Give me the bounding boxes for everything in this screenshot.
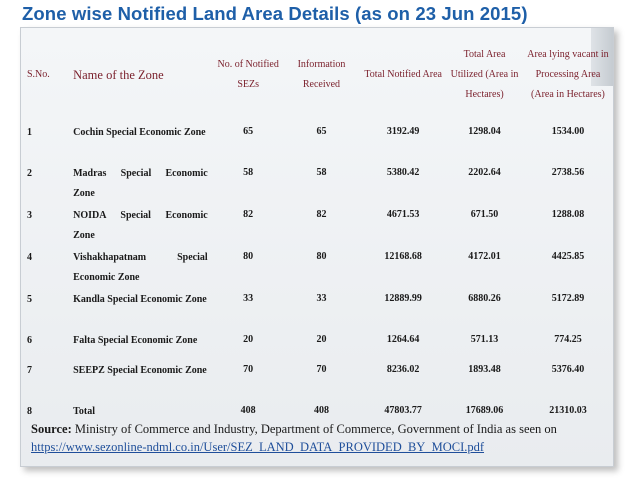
cell-sno: 4: [27, 252, 32, 263]
header-total-area-utilized: Total Area Utilized (Area in Hectares): [450, 49, 519, 100]
source-label: Source:: [31, 422, 72, 436]
cell-zone-name: Cochin Special Economic Zone: [73, 127, 206, 138]
header-zone-name: Name of the Zone: [73, 68, 164, 82]
cell-zone-name: Madras Special Economic Zone: [73, 168, 208, 199]
cell-zone-name: Falta Special Economic Zone: [73, 335, 198, 346]
cell-area-vacant: 1288.08: [551, 209, 585, 220]
cell-total-notified-area: 8236.02: [386, 364, 420, 375]
source-text: Ministry of Commerce and Industry, Depar…: [74, 422, 557, 436]
cell-total-area-utilized: 6880.26: [468, 293, 501, 304]
panel-corner-decoration: [591, 28, 613, 86]
cell-information-received: 20: [316, 334, 327, 345]
cell-sno: 2: [27, 168, 32, 179]
cell-zone-name: Total: [73, 406, 95, 417]
header-notified-sezs: No. of Notified SEZs: [217, 59, 279, 90]
cell-total-area-utilized: 571.13: [470, 334, 499, 345]
header-total-notified-area: Total Notified Area: [364, 69, 442, 80]
cell-notified-sezs: 408: [240, 405, 256, 416]
table-row: 1 Cochin Special Economic Zone 65 65 3192.49…: [21, 122, 613, 163]
cell-information-received: 82: [316, 209, 327, 220]
cell-total-area-utilized: 671.50: [470, 209, 499, 220]
slide-title: Zone wise Notified Land Area Details (as…: [22, 3, 528, 24]
table-row: 6 Falta Special Economic Zone 20 20 1264.64 5…: [21, 330, 613, 360]
cell-zone-name: NOIDA Special Economic Zone: [73, 210, 208, 241]
table-row: 3 NOIDA Special Economic Zone 82 82 4671.53 6…: [21, 205, 613, 247]
cell-sno: 1: [27, 127, 32, 138]
cell-total-notified-area: 4671.53: [386, 209, 420, 220]
cell-sno: 8: [27, 406, 32, 417]
cell-notified-sezs: 82: [243, 209, 254, 220]
source-link[interactable]: https://www.sezonline-ndml.co.in/User/SE…: [31, 440, 485, 454]
header-area-vacant: Area lying vacant in Processing Area (Ar…: [527, 49, 609, 100]
header-sno: S.No.: [27, 69, 50, 80]
cell-zone-name: Vishakhapatnam Special Economic Zone: [73, 252, 208, 283]
table-row: 2 Madras Special Economic Zone 58 58 5380.42…: [21, 163, 613, 205]
table-row: 7 SEEPZ Special Economic Zone 70 70 8236.02 1…: [21, 360, 613, 401]
cell-area-vacant: 5172.89: [551, 293, 585, 304]
cell-area-vacant: 774.25: [554, 334, 582, 345]
cell-zone-name: Kandla Special Economic Zone: [73, 294, 207, 305]
cell-total-area-utilized: 2202.64: [468, 167, 501, 178]
cell-sno: 3: [27, 210, 32, 221]
content-panel: S.No. Name of the Zone No. of Notified S…: [20, 27, 614, 467]
table-row: 5 Kandla Special Economic Zone 33 33 12889.9…: [21, 289, 613, 330]
cell-total-notified-area: 47803.77: [384, 405, 422, 416]
cell-total-area-utilized: 17689.06: [465, 405, 504, 416]
cell-notified-sezs: 65: [243, 126, 254, 137]
table-header-row: S.No. Name of the Zone No. of Notified S…: [21, 28, 613, 122]
cell-total-notified-area: 1264.64: [386, 334, 420, 345]
cell-total-area-utilized: 1298.04: [468, 126, 501, 137]
cell-information-received: 80: [316, 251, 327, 262]
cell-information-received: 33: [316, 293, 327, 304]
source-note: Source: Ministry of Commerce and Industr…: [31, 420, 601, 456]
table-row: 4 Vishakhapatnam Special Economic Zone 80 8…: [21, 247, 613, 289]
cell-information-received: 70: [316, 364, 327, 375]
cell-notified-sezs: 20: [243, 334, 254, 345]
cell-notified-sezs: 58: [243, 167, 254, 178]
cell-area-vacant: 4425.85: [551, 251, 585, 262]
cell-area-vacant: 5376.40: [551, 364, 585, 375]
cell-total-area-utilized: 1893.48: [468, 364, 501, 375]
header-information-received: Information Received: [297, 59, 346, 90]
cell-sno: 5: [27, 294, 32, 305]
cell-information-received: 65: [316, 126, 327, 137]
cell-notified-sezs: 33: [243, 293, 254, 304]
cell-total-notified-area: 5380.42: [386, 167, 420, 178]
table-row: 8 Total 408 408 47803.77 17689.06 21310.03: [21, 401, 613, 431]
cell-total-notified-area: 12889.99: [384, 293, 422, 304]
land-area-table: S.No. Name of the Zone No. of Notified S…: [21, 28, 613, 431]
cell-zone-name: SEEPZ Special Economic Zone: [73, 365, 207, 376]
cell-sno: 7: [27, 365, 32, 376]
cell-information-received: 408: [313, 405, 329, 416]
cell-information-received: 58: [316, 167, 327, 178]
cell-sno: 6: [27, 335, 32, 346]
cell-total-notified-area: 12168.68: [384, 251, 422, 262]
cell-total-notified-area: 3192.49: [386, 126, 420, 137]
cell-total-area-utilized: 4172.01: [468, 251, 501, 262]
cell-area-vacant: 21310.03: [549, 405, 587, 416]
cell-notified-sezs: 70: [243, 364, 254, 375]
cell-area-vacant: 1534.00: [551, 126, 585, 137]
cell-area-vacant: 2738.56: [551, 167, 585, 178]
cell-notified-sezs: 80: [243, 251, 254, 262]
